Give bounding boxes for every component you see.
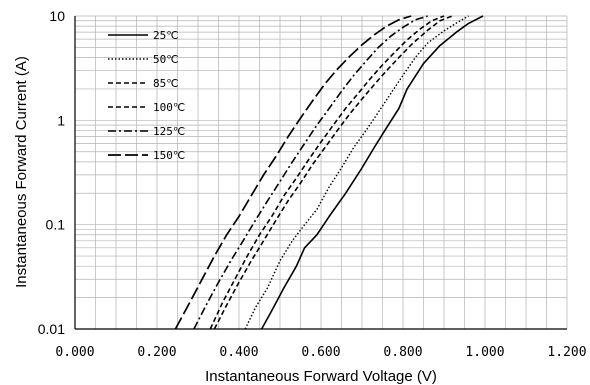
y-axis-title: Instantaneous Forward Current (A) bbox=[13, 56, 30, 288]
legend-label: 125℃ bbox=[153, 125, 185, 138]
series-line bbox=[260, 15, 484, 330]
legend-label: 85℃ bbox=[153, 77, 179, 90]
axes bbox=[74, 16, 567, 330]
x-axis-title: Instantaneous Forward Voltage (V) bbox=[205, 368, 437, 385]
x-tick-label: 0.400 bbox=[219, 345, 258, 360]
legend-label: 50℃ bbox=[153, 53, 179, 66]
legend-label: 100℃ bbox=[153, 101, 185, 114]
series-line bbox=[174, 15, 412, 330]
legend: 25℃ 50℃ 85℃ 100℃ 125℃ 150℃ bbox=[108, 29, 185, 162]
grid-lines bbox=[74, 15, 568, 330]
y-tick-label: 1 bbox=[57, 112, 65, 128]
y-tick-label: 0.1 bbox=[46, 217, 66, 233]
y-tick-label: 0.01 bbox=[38, 321, 65, 337]
y-tick-label: 10 bbox=[49, 8, 65, 24]
series-line bbox=[244, 15, 469, 330]
series-line bbox=[209, 15, 445, 330]
tick-labels: 0.000 0.200 0.400 0.600 0.800 1.000 1.200 0.01 0… bbox=[38, 8, 587, 360]
x-tick-label: 0.200 bbox=[137, 345, 176, 360]
x-tick-label: 1.000 bbox=[465, 345, 504, 360]
series-line bbox=[193, 15, 428, 330]
x-tick-label: 0.600 bbox=[301, 345, 340, 360]
series-line bbox=[213, 15, 453, 330]
legend-label: 150℃ bbox=[153, 149, 185, 162]
x-tick-label: 0.800 bbox=[383, 345, 422, 360]
series-lines bbox=[174, 15, 484, 330]
x-tick-label: 0.000 bbox=[55, 345, 94, 360]
legend-label: 25℃ bbox=[153, 29, 179, 42]
x-tick-label: 1.200 bbox=[547, 345, 586, 360]
